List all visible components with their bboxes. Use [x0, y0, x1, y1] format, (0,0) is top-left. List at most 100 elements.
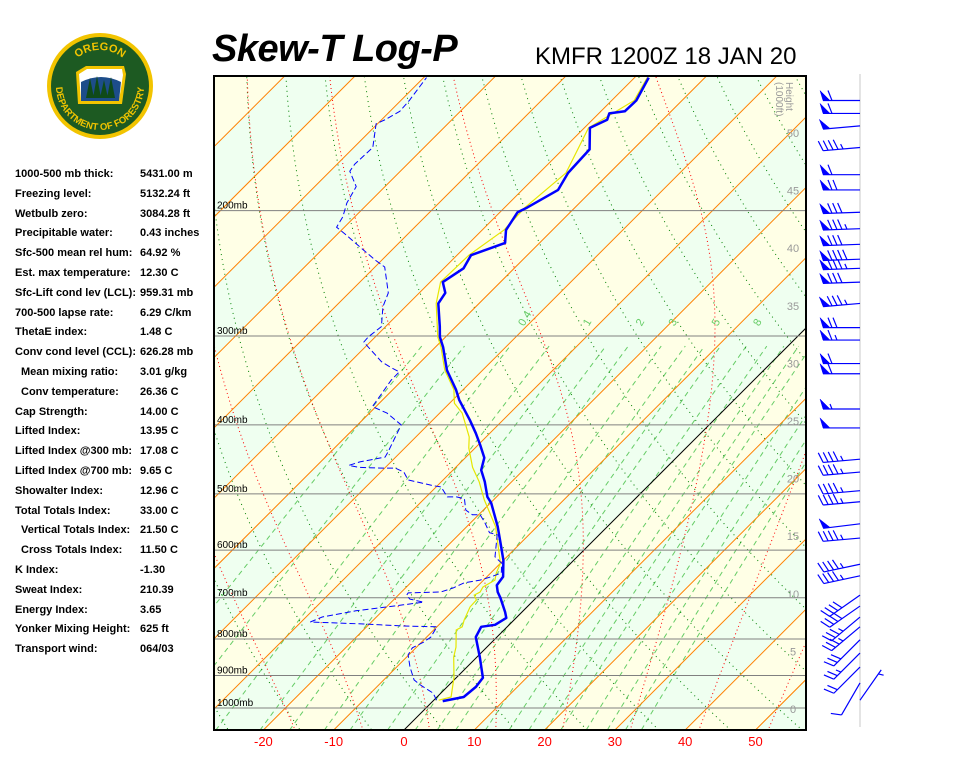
- height-axis-title-line2: (1000ft): [773, 82, 784, 116]
- wind-barb-half: [878, 673, 884, 676]
- wind-barb-full: [824, 607, 835, 614]
- wind-barb-full: [832, 179, 838, 191]
- wind-barb-full: [823, 674, 835, 680]
- stat-value: 959.31 mb: [140, 286, 194, 299]
- wind-barb-pennant: [819, 363, 831, 374]
- isotherm: [684, 608, 806, 730]
- wind-barb-pennant: [819, 90, 831, 101]
- stat-value: 210.39: [140, 583, 174, 596]
- mixing-ratio-label: 5: [710, 317, 723, 328]
- isobar-label: 1000mb: [217, 698, 254, 709]
- wind-barb-full: [837, 202, 843, 214]
- wind-barb-full: [822, 494, 829, 505]
- wind-barb: [819, 179, 860, 191]
- stat-value: 3084.28 ft: [140, 207, 191, 220]
- mixing-ratio-line: [215, 345, 511, 730]
- wind-barb: [819, 202, 861, 215]
- mixing-ratio-line: [259, 345, 550, 730]
- wind-barb-full: [830, 712, 842, 716]
- wind-barb-full: [825, 641, 836, 648]
- wind-barb: [819, 295, 861, 308]
- wind-barb: [819, 234, 861, 247]
- mixing-ratio-label: 1: [581, 317, 594, 328]
- mixing-ratio-line: [528, 345, 785, 730]
- stat-value: 064/03: [140, 643, 174, 656]
- stat-value: 26.36 C: [140, 385, 179, 398]
- wind-barb-full: [824, 618, 835, 625]
- dry-adiabat: [246, 76, 516, 730]
- tree-icon: [86, 76, 115, 98]
- wind-barb-pennant: [818, 518, 831, 529]
- wind-barb: [817, 464, 861, 476]
- wind-barb-staff: [833, 639, 861, 667]
- stat-value: 9.65 C: [140, 465, 173, 477]
- wind-barb-half: [839, 562, 844, 569]
- wind-barb-half: [840, 498, 844, 504]
- wind-barb-staff: [829, 605, 861, 628]
- wind-barb: [830, 682, 861, 716]
- wind-barb: [819, 258, 861, 271]
- wind-barb-half: [829, 403, 833, 410]
- isotherm: [214, 76, 637, 499]
- wind-barb-pennant: [819, 398, 831, 410]
- svg-text:OREGON: OREGON: [72, 41, 127, 61]
- wind-barb-full: [827, 259, 833, 270]
- wind-barb-full: [817, 495, 824, 506]
- page-title: Skew-T Log-P: [212, 28, 458, 70]
- isotherm: [543, 467, 806, 730]
- wind-barb: [819, 317, 860, 329]
- wind-barb-pennant: [819, 417, 831, 429]
- wind-barb-staff: [823, 471, 861, 476]
- isobar-label: 600mb: [217, 540, 248, 551]
- moist-adiabat: [214, 342, 364, 730]
- isotherm: [214, 76, 708, 570]
- wind-barb: [859, 669, 884, 701]
- height-tick-label: 25: [787, 416, 799, 428]
- wind-barb-full: [832, 317, 838, 328]
- wind-barb-full: [832, 202, 838, 214]
- wind-barb: [823, 639, 861, 667]
- isotherm: [262, 186, 806, 730]
- wind-barb-full: [832, 259, 838, 270]
- station-time-label: KMFR 1200Z 18 JAN 20: [535, 43, 797, 70]
- wind-barb-full: [827, 494, 834, 505]
- wind-barb: [817, 559, 861, 573]
- stat-value: 17.08 C: [140, 445, 179, 458]
- wind-barb-full: [828, 615, 839, 623]
- dry-adiabat: [882, 26, 960, 738]
- wind-barb: [819, 398, 860, 410]
- stat-label: Lifted Index @700 mb:: [15, 465, 133, 477]
- wind-barb-staff: [840, 682, 861, 716]
- mixing-ratio-line: [214, 345, 465, 667]
- wind-barb-full: [832, 235, 838, 246]
- stat-value: 21.50 C: [140, 524, 179, 537]
- wind-barb-pennant: [819, 179, 831, 191]
- wind-barb-staff: [859, 669, 882, 701]
- wind-barb-pennant: [819, 250, 831, 261]
- wind-barb-full: [832, 139, 839, 150]
- wind-barb: [818, 518, 861, 529]
- stat-label: Energy Index:: [15, 603, 88, 616]
- isotherm-band: [214, 76, 806, 710]
- wind-barb-full: [821, 635, 832, 642]
- isotherm: [214, 76, 356, 218]
- mixing-ratio-line: [455, 345, 721, 730]
- stat-label: Freezing level:: [15, 187, 92, 200]
- wind-barb-full: [836, 295, 843, 306]
- wind-barb-pennant: [819, 203, 831, 214]
- mixing-ratio-line: [349, 345, 629, 730]
- wind-barb-staff: [829, 594, 861, 617]
- wind-barb-full: [827, 179, 833, 191]
- stat-value: 13.95 C: [140, 425, 179, 438]
- wind-barb-full: [822, 452, 829, 463]
- wind-barb-full: [832, 493, 839, 504]
- isobar-label: 400mb: [217, 415, 248, 426]
- wind-barb: [821, 626, 861, 652]
- stat-value: 12.30 C: [140, 267, 179, 279]
- x-tick-label: 0: [400, 734, 407, 749]
- isobar-label: 300mb: [217, 326, 248, 337]
- moist-adiabat: [329, 76, 497, 730]
- stat-value: 64.92 %: [140, 247, 181, 260]
- wind-barb: [817, 482, 861, 495]
